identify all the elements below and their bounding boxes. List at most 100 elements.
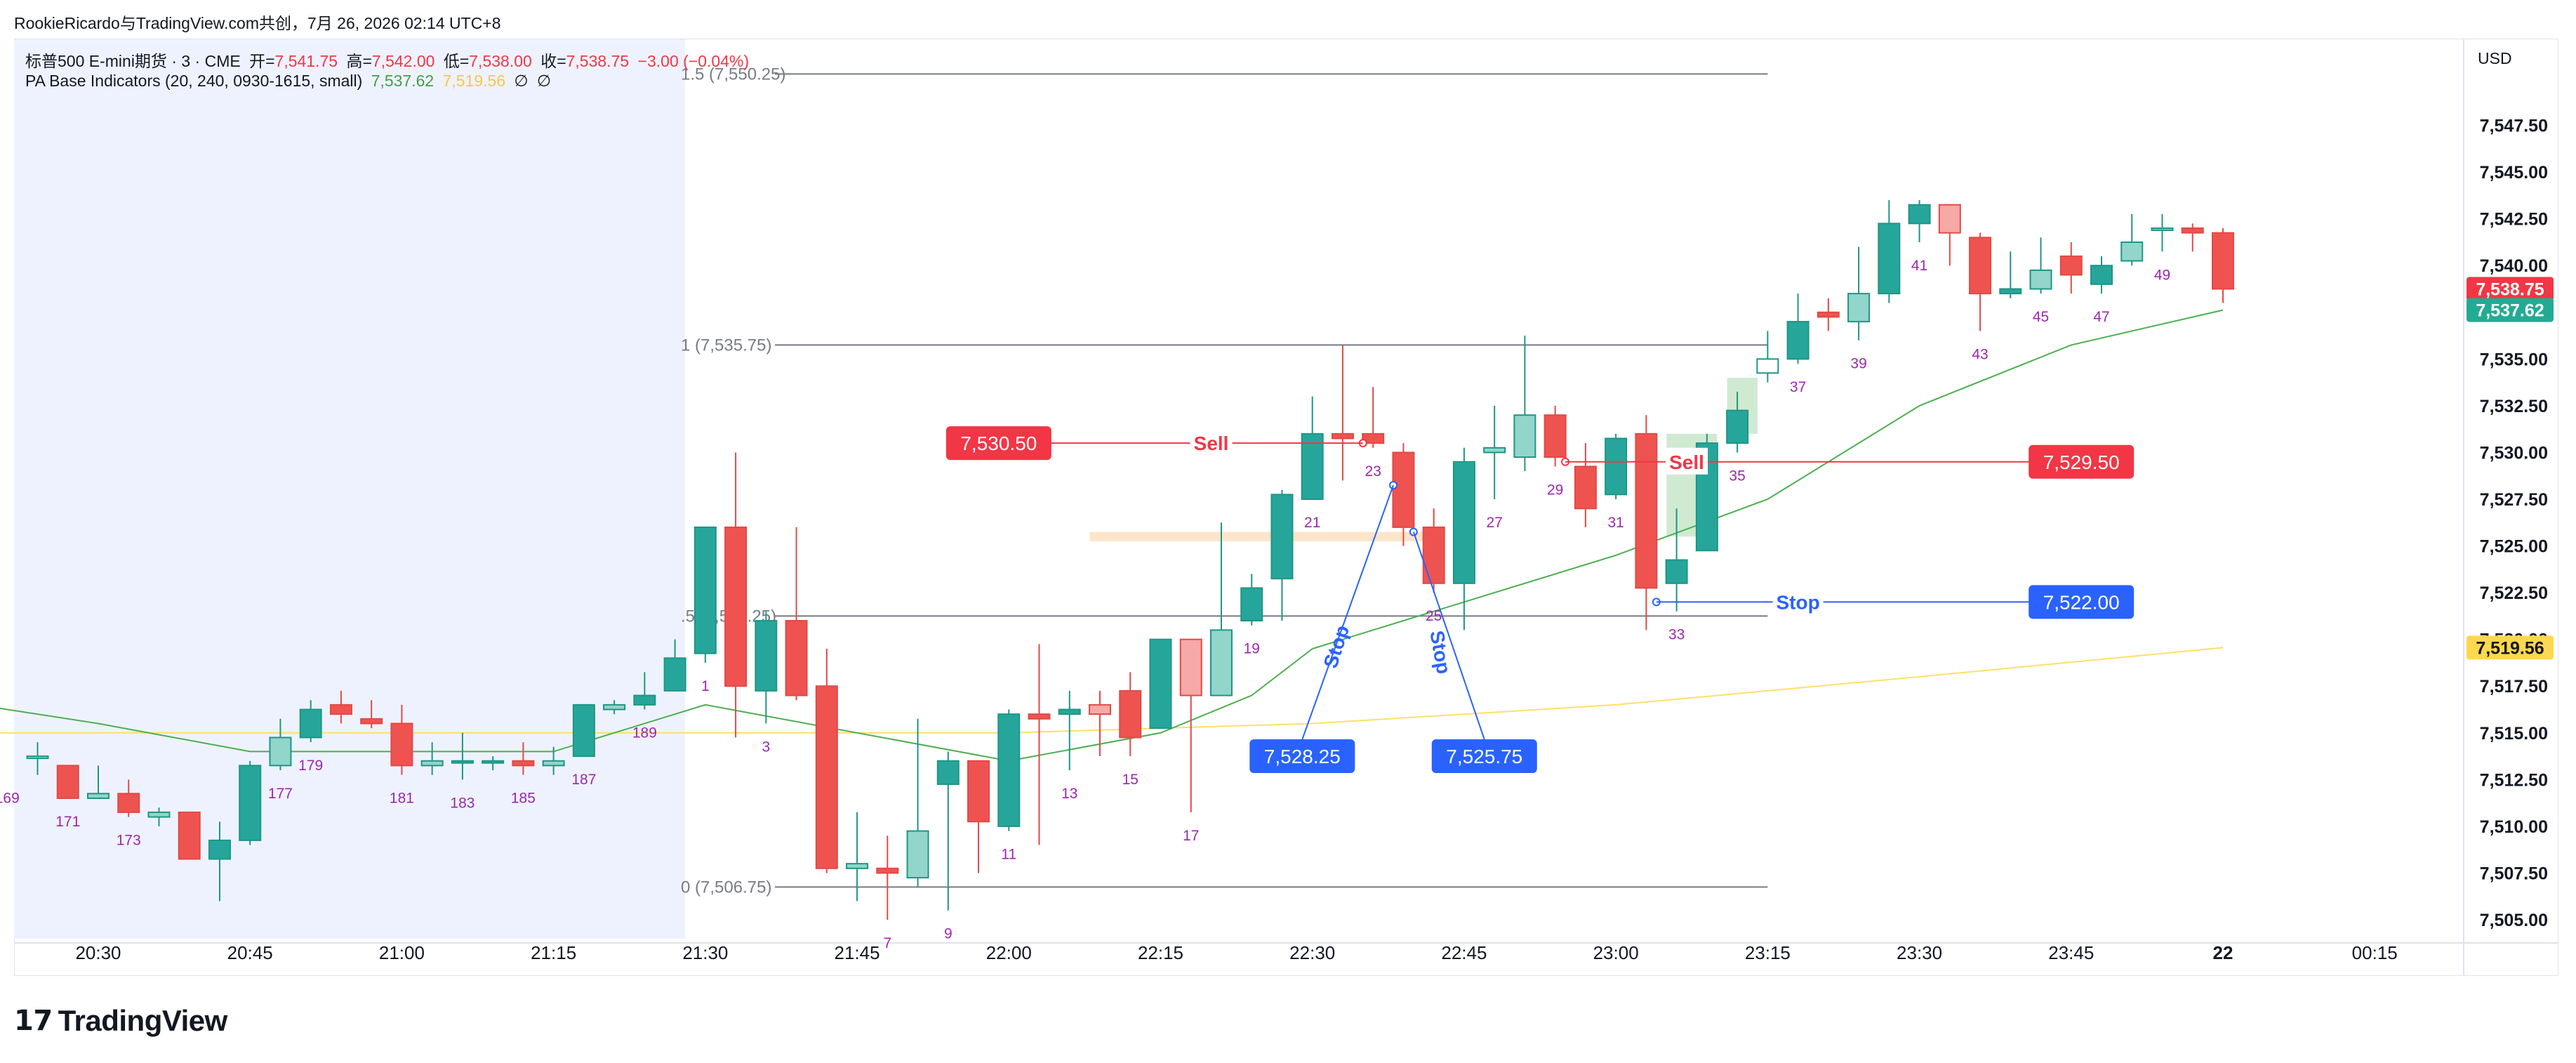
- candle-body[interactable]: [1089, 704, 1112, 715]
- candle-body[interactable]: [2181, 227, 2204, 234]
- candle-body[interactable]: [1543, 414, 1567, 458]
- candle-body[interactable]: [1605, 437, 1628, 496]
- bar-number-label: 177: [268, 786, 293, 802]
- candle-body[interactable]: [1240, 587, 1263, 622]
- price-chart[interactable]: 1.5 (7,550.25)1 (7,535.75).5 (7,521.25)0…: [0, 0, 2576, 983]
- ema-fast-line: [0, 309, 2224, 762]
- attribution-header: RookieRicardo与TradingView.com共创，7月 26, 2…: [14, 14, 501, 32]
- candle-body[interactable]: [1786, 321, 1810, 360]
- candle-body[interactable]: [117, 793, 140, 813]
- candle-body[interactable]: [360, 718, 383, 725]
- candle-body[interactable]: [785, 620, 808, 696]
- sell-price-box[interactable]: [2029, 444, 2135, 479]
- close-label: 收=: [540, 52, 566, 70]
- candle-body[interactable]: [906, 830, 929, 879]
- bar-number-label: 173: [117, 833, 141, 849]
- candle-body[interactable]: [1422, 526, 1445, 584]
- candle-body[interactable]: [815, 685, 838, 869]
- candle-body[interactable]: [2212, 232, 2234, 290]
- candle-body[interactable]: [2029, 269, 2052, 290]
- sell-price-box[interactable]: [945, 426, 1051, 461]
- candle-body[interactable]: [633, 694, 656, 706]
- candle-body[interactable]: [755, 620, 778, 692]
- bar-number-label: 33: [1668, 627, 1685, 643]
- candle-body[interactable]: [1331, 433, 1354, 440]
- candle-body[interactable]: [451, 760, 474, 764]
- candle-body[interactable]: [390, 722, 413, 767]
- stop-price-box[interactable]: [1431, 739, 1537, 774]
- candle-body[interactable]: [56, 765, 79, 799]
- candle-body[interactable]: [1209, 629, 1233, 696]
- candle-body[interactable]: [603, 704, 626, 711]
- candle-body[interactable]: [482, 760, 505, 764]
- candle-body[interactable]: [1058, 708, 1081, 715]
- candle-body[interactable]: [2059, 255, 2083, 276]
- high-label: 高=: [346, 52, 372, 70]
- stop-price-box[interactable]: [1249, 739, 1355, 774]
- candle-body[interactable]: [1483, 447, 1506, 454]
- candle-body[interactable]: [1878, 223, 1901, 295]
- price-axis-tick: 7,547.50: [2480, 117, 2548, 136]
- candle-body[interactable]: [208, 839, 231, 860]
- candle-body[interactable]: [542, 760, 565, 767]
- candle-body[interactable]: [1726, 409, 1749, 444]
- currency-label[interactable]: USD: [2478, 49, 2512, 67]
- tradingview-logo[interactable]: 𝟭𝟳 TradingView: [14, 1004, 227, 1038]
- candle-body[interactable]: [967, 760, 990, 823]
- price-axis-tick: 7,525.00: [2480, 537, 2548, 557]
- candle-body[interactable]: [178, 811, 201, 860]
- candle-body[interactable]: [299, 708, 322, 739]
- indicator-name[interactable]: PA Base Indicators (20, 240, 0930-1615, …: [25, 72, 363, 90]
- candle-body[interactable]: [1999, 288, 2022, 295]
- candle-body[interactable]: [1635, 433, 1658, 589]
- candle-body[interactable]: [1817, 311, 1840, 318]
- candle-body[interactable]: [1665, 559, 1688, 584]
- candle-body[interactable]: [1362, 433, 1385, 444]
- candle-body[interactable]: [2151, 227, 2174, 231]
- price-axis-tick: 7,507.50: [2480, 864, 2548, 883]
- candle-body[interactable]: [26, 755, 49, 760]
- candle-body[interactable]: [1179, 638, 1202, 696]
- candle-body[interactable]: [329, 704, 352, 715]
- candle-body[interactable]: [724, 526, 748, 687]
- symbol-name[interactable]: 标普500 E-mini期货 · 3 · CME: [25, 52, 241, 70]
- candle-body[interactable]: [1756, 358, 1779, 374]
- candle-body[interactable]: [1149, 638, 1172, 729]
- candle-body[interactable]: [1969, 237, 1992, 295]
- candle-body[interactable]: [512, 760, 535, 767]
- empty-set-icon[interactable]: ∅: [536, 72, 552, 90]
- candle-body[interactable]: [420, 760, 444, 767]
- candle-body[interactable]: [1270, 494, 1294, 580]
- bar-number-label: 187: [571, 772, 596, 788]
- candle-body[interactable]: [87, 793, 109, 799]
- candle-body[interactable]: [663, 657, 686, 692]
- candle-body[interactable]: [846, 863, 869, 869]
- candle-body[interactable]: [1301, 433, 1324, 500]
- candle-body[interactable]: [1119, 689, 1142, 739]
- low-value: 7,538.00: [469, 52, 532, 70]
- candle-body[interactable]: [269, 737, 292, 767]
- candle-body[interactable]: [876, 867, 899, 874]
- candle-body[interactable]: [1938, 204, 1961, 234]
- empty-set-icon[interactable]: ∅: [514, 72, 529, 90]
- candle-body[interactable]: [2090, 265, 2113, 285]
- candle-body[interactable]: [572, 704, 595, 758]
- candle-body[interactable]: [1513, 414, 1536, 458]
- bar-number-label: 7: [883, 935, 891, 951]
- candle-body[interactable]: [1452, 461, 1475, 584]
- candle-body[interactable]: [1847, 293, 1871, 323]
- stop-price-box[interactable]: [2029, 585, 2135, 619]
- time-axis-tick: 20:30: [75, 942, 121, 963]
- candle-body[interactable]: [1574, 466, 1597, 510]
- candle-body[interactable]: [1908, 204, 1931, 225]
- candle-body[interactable]: [147, 811, 171, 818]
- candle-body[interactable]: [2120, 241, 2144, 262]
- candle-body[interactable]: [239, 765, 262, 841]
- candle-body[interactable]: [693, 526, 717, 654]
- candle-body[interactable]: [936, 760, 960, 785]
- price-axis-tick: 7,540.00: [2480, 256, 2548, 276]
- price-axis-tick: 7,510.00: [2480, 817, 2548, 837]
- candle-body[interactable]: [1028, 713, 1051, 720]
- candle-body[interactable]: [1392, 451, 1415, 528]
- candle-body[interactable]: [997, 713, 1021, 827]
